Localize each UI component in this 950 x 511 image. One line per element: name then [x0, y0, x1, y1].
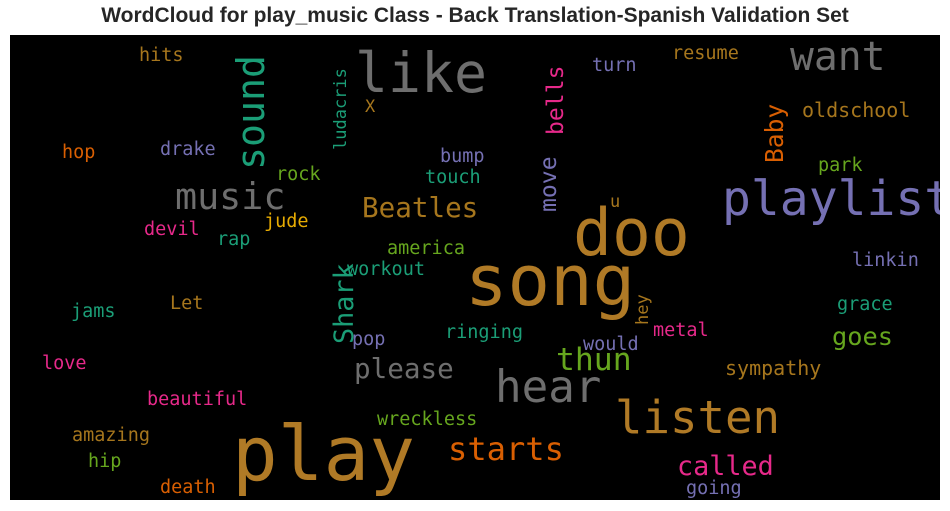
word-music: music — [175, 175, 285, 218]
word-starts: starts — [448, 430, 564, 468]
word-hear: hear — [495, 362, 601, 413]
word-thun: thun — [556, 342, 632, 378]
word-playlist: playlist — [722, 171, 940, 227]
word-park: park — [818, 155, 863, 176]
word-bells: bells — [543, 65, 569, 135]
word-love: love — [42, 353, 87, 374]
word-u: u — [610, 192, 620, 212]
chart-title: WordCloud for play_music Class - Back Tr… — [101, 4, 849, 27]
wordcloud-canvas: play song doo like playlist listen hear want sou… — [10, 35, 940, 500]
word-called: called — [677, 451, 774, 482]
word-bump: bump — [440, 146, 485, 167]
word-death: death — [160, 477, 216, 498]
word-play: play — [232, 409, 415, 498]
word-move: move — [536, 156, 562, 212]
word-listen: listen — [615, 391, 780, 444]
word-workout: workout — [347, 259, 425, 280]
word-linkin: linkin — [852, 250, 919, 271]
word-rock: rock — [276, 164, 321, 185]
word-hip: hip — [88, 451, 121, 472]
word-pop: pop — [352, 329, 385, 350]
word-touch: touch — [425, 167, 481, 188]
word-goes: goes — [832, 322, 893, 351]
word-hey: hey — [633, 294, 653, 325]
word-metal: metal — [653, 320, 709, 341]
word-please: please — [354, 352, 454, 385]
word-devil: devil — [144, 219, 200, 240]
word-ringing: ringing — [445, 322, 523, 343]
word-jude: jude — [264, 211, 309, 232]
word-grace: grace — [837, 294, 893, 315]
word-like: like — [355, 41, 487, 105]
word-drake: drake — [160, 139, 216, 160]
word-going: going — [686, 478, 742, 499]
word-oldschool: oldschool — [802, 98, 910, 122]
word-jams: jams — [71, 301, 116, 322]
wordcloud-background — [10, 35, 940, 500]
word-hits: hits — [139, 45, 184, 66]
word-rap: rap — [217, 229, 250, 250]
word-turn: turn — [592, 55, 637, 76]
word-would: would — [583, 334, 639, 355]
word-x: X — [365, 97, 376, 117]
word-ludacris: ludacris — [331, 68, 351, 150]
word-sympathy: sympathy — [725, 356, 821, 380]
word-resume: resume — [672, 43, 739, 64]
word-wreckless: wreckless — [377, 409, 477, 430]
word-shark: Shark — [329, 263, 360, 344]
word-america: america — [387, 238, 465, 259]
word-doo: doo — [573, 196, 690, 271]
word-beatles: Beatles — [362, 191, 478, 224]
word-beautiful: beautiful — [147, 389, 247, 410]
word-baby: Baby — [760, 104, 789, 163]
word-song: song — [465, 239, 635, 322]
word-want: want — [790, 35, 886, 80]
word-hop: hop — [62, 142, 95, 163]
word-sound: sound — [230, 55, 274, 170]
word-let: Let — [170, 293, 203, 314]
word-amazing: amazing — [72, 425, 150, 446]
